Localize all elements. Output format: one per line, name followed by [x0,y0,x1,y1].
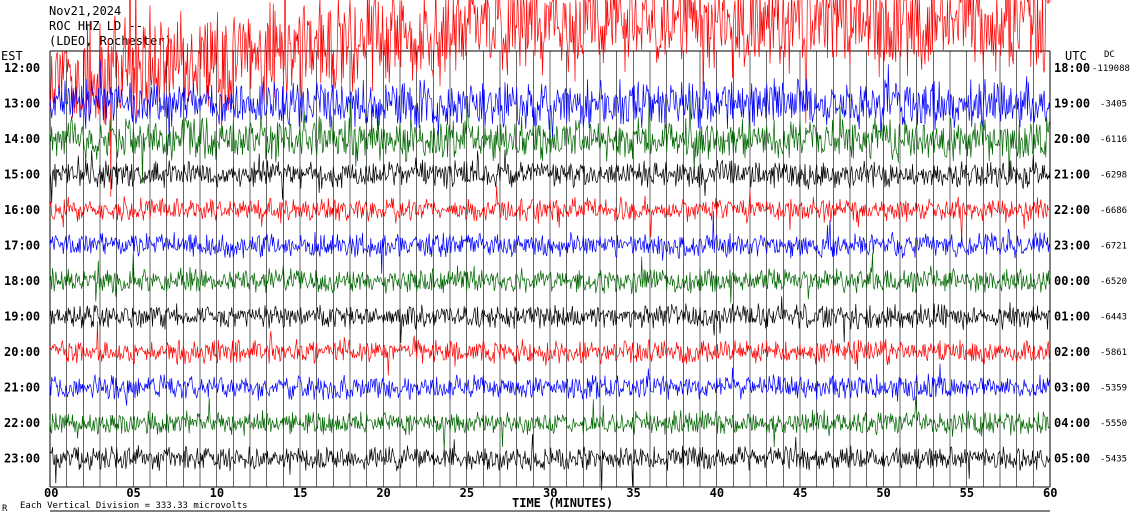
est-hour-label: 20:00 [4,345,40,359]
est-hour-label: 14:00 [4,132,40,146]
est-hour-label: 16:00 [4,203,40,217]
x-tick-label: 50 [876,486,890,500]
utc-hour-label: 03:00 [1054,381,1090,395]
x-tick-label: 15 [293,486,307,500]
dc-offset-value: -6520 [1100,277,1127,287]
dc-offset-value: -1190889 [1092,64,1130,74]
est-hour-label: 22:00 [4,416,40,430]
trace-row-2000 [49,321,1051,376]
est-hour-label: 15:00 [4,168,40,182]
utc-hour-label: 19:00 [1054,97,1090,111]
trace-row-1400 [49,90,1051,183]
x-tick-label: 30 [543,486,557,500]
hour-row-labels: 12:0018:00-119088913:0019:00-340514:0020… [4,61,1130,466]
est-hour-label: 21:00 [4,381,40,395]
utc-hour-label: 18:00 [1054,61,1090,75]
x-tick-label: 20 [376,486,390,500]
dc-offset-label: DC [1104,50,1115,60]
x-tick-label: 00 [44,486,58,500]
est-hour-label: 19:00 [4,310,40,324]
x-axis-title: TIME (MINUTES) [512,496,613,510]
x-axis-ticks: 00 05 10 15 20 25 30 35 40 45 50 55 60 [44,486,1057,500]
vertical-division-note: Each Vertical Division = 333.33 microvol… [20,501,248,511]
trace-row-2100 [49,363,1051,406]
dc-offset-value: -6298 [1100,171,1127,181]
utc-hour-label: 20:00 [1054,132,1090,146]
utc-hour-label: 21:00 [1054,168,1090,182]
left-timezone-label: EST [1,49,23,63]
dc-offset-value: -5550 [1100,419,1127,429]
trace-row-1300 [49,60,1051,147]
est-hour-label: 13:00 [4,97,40,111]
x-tick-label: 25 [460,486,474,500]
x-tick-label: 35 [626,486,640,500]
trace-row-1200 [49,0,1051,197]
utc-hour-label: 04:00 [1054,416,1090,430]
dc-offset-value: -6443 [1100,313,1127,323]
trace-row-2300 [49,433,1051,491]
trace-row-1800 [49,252,1051,304]
dc-offset-value: -6116 [1100,135,1127,145]
utc-hour-label: 05:00 [1054,452,1090,466]
x-tick-label: 55 [960,486,974,500]
dc-offset-value: -6721 [1100,242,1127,252]
dc-offset-value: -5435 [1100,455,1127,465]
right-timezone-label: UTC [1065,49,1087,63]
x-tick-label: 60 [1043,486,1057,500]
utc-hour-label: 22:00 [1054,203,1090,217]
network-name: (LDEO, Rochester) [49,34,172,48]
trace-row-2200 [49,396,1051,450]
est-hour-label: 17:00 [4,239,40,253]
dc-offset-value: -5359 [1100,384,1127,394]
trace-row-1900 [49,296,1051,344]
chart-date: Nov21,2024 [49,4,121,18]
est-hour-label: 12:00 [4,61,40,75]
trace-row-1600 [49,185,1051,243]
x-tick-label: 05 [126,486,140,500]
utc-hour-label: 23:00 [1054,239,1090,253]
dc-offset-value: -6686 [1100,206,1127,216]
est-hour-label: 18:00 [4,274,40,288]
utc-hour-label: 02:00 [1054,345,1090,359]
x-tick-label: 40 [710,486,724,500]
trace-row-1700 [49,210,1051,274]
station-code: ROC HHZ LD -- [49,19,143,33]
x-tick-label: 10 [210,486,224,500]
trace-row-1500 [49,149,1051,203]
dc-offset-value: -5861 [1100,348,1127,358]
est-hour-label: 23:00 [4,452,40,466]
utc-hour-label: 01:00 [1054,310,1090,324]
dc-offset-value: -3405 [1100,100,1127,110]
x-tick-label: 45 [793,486,807,500]
footer-mark: R [2,504,8,514]
seismic-traces [49,0,1051,491]
utc-hour-label: 00:00 [1054,274,1090,288]
